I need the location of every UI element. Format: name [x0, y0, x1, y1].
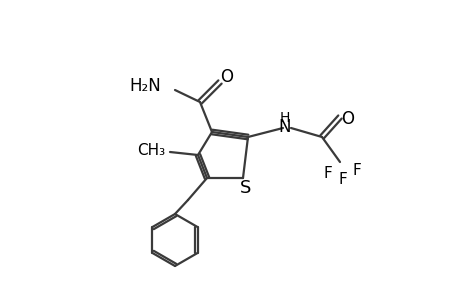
Text: F: F — [323, 167, 332, 182]
Text: H₂N: H₂N — [129, 77, 161, 95]
Text: H: H — [279, 111, 290, 125]
Text: F: F — [352, 163, 361, 178]
Text: S: S — [240, 179, 251, 197]
Text: O: O — [220, 68, 233, 86]
Text: N: N — [278, 118, 291, 136]
Text: O: O — [341, 110, 354, 128]
Text: F: F — [338, 172, 347, 188]
Text: CH₃: CH₃ — [137, 142, 165, 158]
